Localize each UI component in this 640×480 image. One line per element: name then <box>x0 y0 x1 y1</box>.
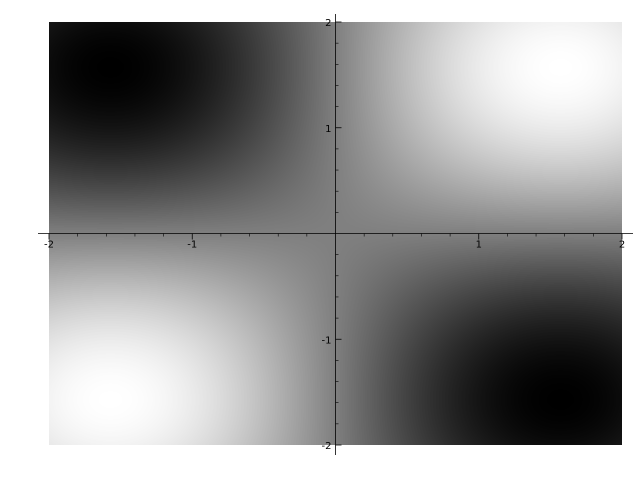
x-major-ticks: -2 -1 1 2 <box>44 233 625 251</box>
y-tick-label: -1 <box>322 335 332 346</box>
x-minor-ticks <box>77 233 594 237</box>
y-tick-label: -2 <box>322 441 332 452</box>
y-axis: 2 1 -1 -2 <box>322 14 342 455</box>
x-tick-label: -2 <box>44 240 54 251</box>
y-tick-label: 1 <box>325 124 331 135</box>
y-tick-label: 2 <box>325 18 331 29</box>
x-tick-label: 2 <box>619 240 625 251</box>
x-tick-label: -1 <box>187 240 197 251</box>
y-major-ticks: 2 1 -1 -2 <box>322 18 342 452</box>
x-tick-label: 1 <box>476 240 482 251</box>
y-minor-ticks <box>335 42 339 425</box>
